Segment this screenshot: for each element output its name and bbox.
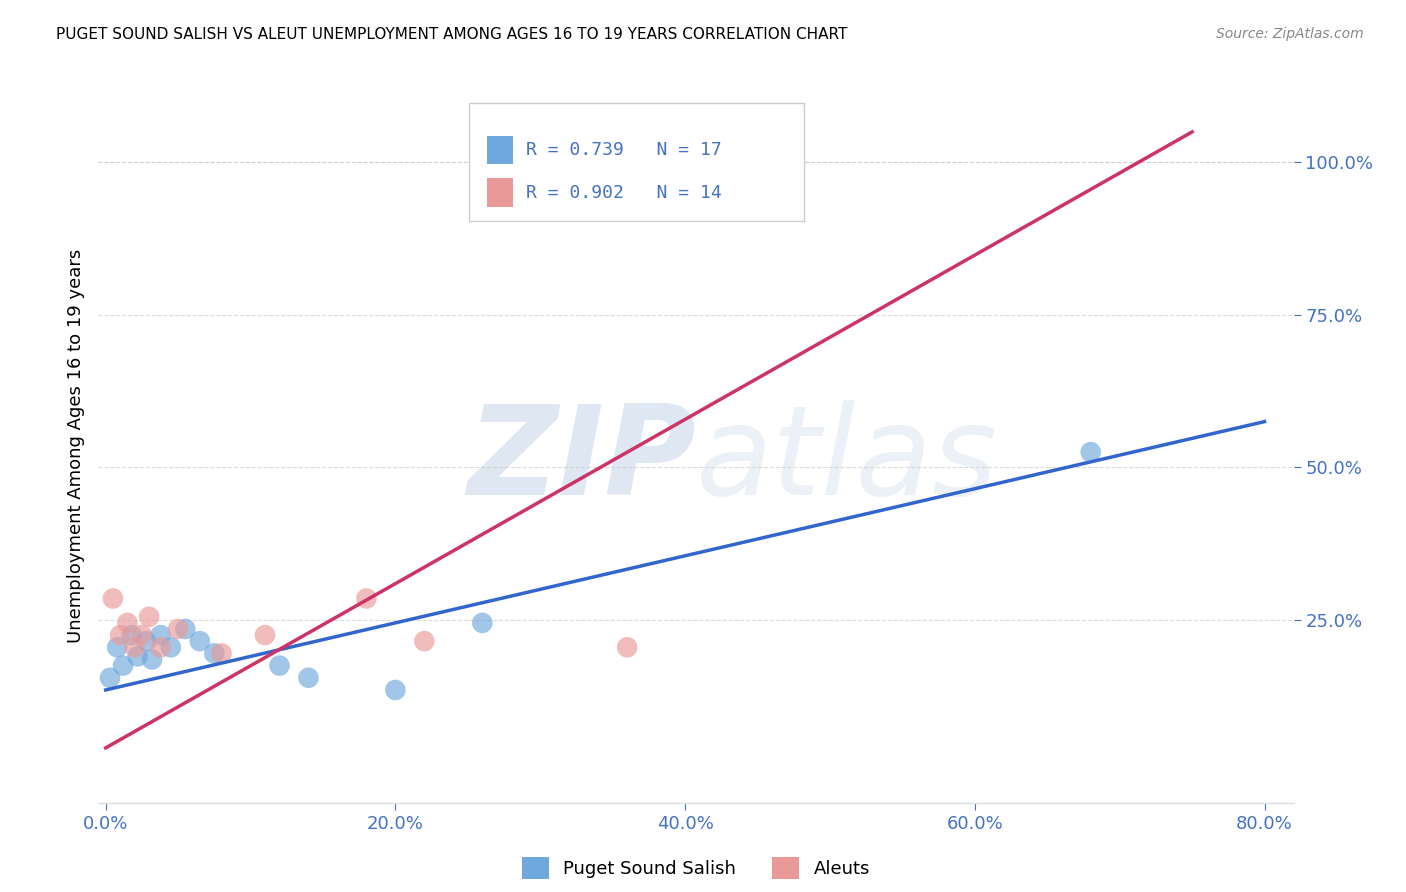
Point — [269, 658, 291, 673]
Point — [149, 640, 172, 655]
Point — [384, 683, 406, 698]
Point — [160, 640, 183, 655]
Point — [131, 628, 153, 642]
Point — [356, 591, 378, 606]
Text: R = 0.739   N = 17: R = 0.739 N = 17 — [526, 141, 723, 159]
Point — [108, 628, 131, 642]
Point — [112, 658, 135, 673]
Point — [127, 649, 149, 664]
Point — [149, 628, 172, 642]
Point — [135, 634, 157, 648]
Point — [101, 591, 124, 606]
Point — [117, 615, 139, 630]
Point — [253, 628, 276, 642]
FancyBboxPatch shape — [470, 103, 804, 221]
Point — [105, 640, 128, 655]
Point — [167, 622, 190, 636]
Point — [141, 652, 163, 666]
Point — [602, 155, 624, 169]
Point — [211, 646, 233, 660]
Point — [202, 646, 225, 660]
Bar — [486, 178, 513, 207]
Point — [174, 622, 197, 636]
Y-axis label: Unemployment Among Ages 16 to 19 years: Unemployment Among Ages 16 to 19 years — [66, 249, 84, 643]
Text: atlas: atlas — [696, 400, 998, 521]
Text: ZIP: ZIP — [467, 400, 696, 521]
Point — [124, 640, 146, 655]
Bar — [486, 136, 513, 164]
Text: R = 0.902   N = 14: R = 0.902 N = 14 — [526, 184, 723, 202]
Point — [297, 671, 319, 685]
Point — [1080, 445, 1102, 459]
Point — [98, 671, 121, 685]
Text: PUGET SOUND SALISH VS ALEUT UNEMPLOYMENT AMONG AGES 16 TO 19 YEARS CORRELATION C: PUGET SOUND SALISH VS ALEUT UNEMPLOYMENT… — [56, 27, 848, 42]
Point — [121, 628, 143, 642]
Point — [138, 609, 160, 624]
Point — [616, 640, 638, 655]
Point — [188, 634, 211, 648]
Point — [471, 615, 494, 630]
Legend: Puget Sound Salish, Aleuts: Puget Sound Salish, Aleuts — [515, 850, 877, 887]
Point — [413, 634, 436, 648]
Text: Source: ZipAtlas.com: Source: ZipAtlas.com — [1216, 27, 1364, 41]
